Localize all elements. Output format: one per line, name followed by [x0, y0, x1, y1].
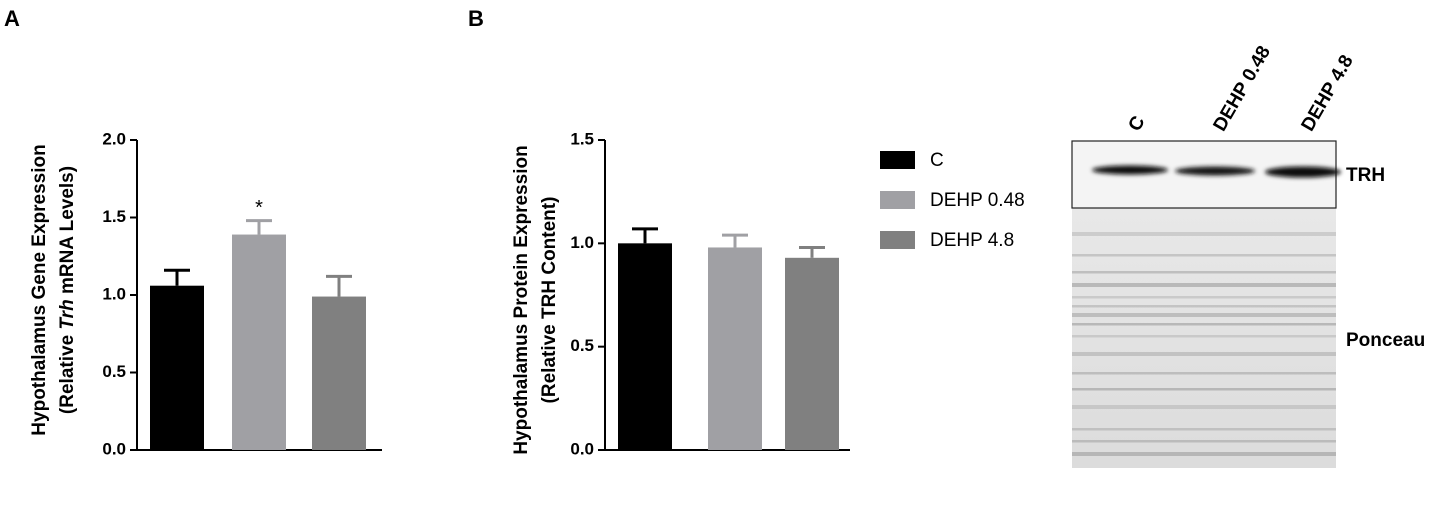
legend-swatch	[880, 231, 915, 249]
ponceau-band	[1072, 440, 1336, 443]
y-tick-label: 1.5	[570, 129, 594, 148]
y-tick-label: 1.0	[102, 284, 126, 303]
lane-label: DEHP 0.48	[1209, 42, 1275, 135]
ponceau-band	[1072, 296, 1336, 299]
y-axis-label: (Relative TRH Content)	[539, 197, 560, 404]
legend-label: DEHP 4.8	[930, 230, 1014, 251]
bar	[708, 247, 762, 450]
ponceau-band	[1072, 335, 1336, 338]
legend-swatch	[880, 191, 915, 209]
ponceau-band	[1072, 323, 1336, 326]
ponceau-bands	[1072, 232, 1336, 456]
y-tick-label: 0.0	[102, 439, 126, 458]
y-tick-label: 1.5	[102, 207, 126, 226]
legend-label: DEHP 0.48	[930, 190, 1025, 211]
y-tick-label: 2.0	[102, 129, 126, 148]
blot-band	[1265, 166, 1341, 178]
y-tick-label: 0.0	[570, 439, 594, 458]
blot-band	[1092, 165, 1168, 175]
ponceau-band	[1072, 305, 1336, 308]
y-tick-label: 0.5	[570, 336, 594, 355]
error-bar	[799, 245, 825, 258]
ponceau-band	[1072, 271, 1336, 274]
error-bar	[722, 233, 748, 248]
ponceau-band	[1072, 405, 1336, 409]
ponceau-membrane	[1072, 208, 1336, 468]
y-axis-label: Hypothalamus Gene Expression	[29, 144, 50, 435]
ponceau-band	[1072, 283, 1336, 287]
lane-label: C	[1124, 112, 1149, 135]
error-bar	[632, 227, 658, 244]
panel-label: A	[4, 6, 20, 31]
bar	[785, 257, 839, 450]
western-blot	[1071, 140, 1341, 468]
ponceau-band	[1072, 254, 1336, 257]
y-axis-label-part: (Relative TRH Content)	[539, 197, 560, 404]
ponceau-band	[1072, 232, 1336, 236]
ponceau-band	[1072, 313, 1336, 317]
legend-swatch	[880, 151, 915, 169]
significance-marker: *	[255, 197, 263, 219]
ponceau-band	[1072, 452, 1336, 456]
ponceau-band	[1072, 352, 1336, 356]
lane-label: DEHP 4.8	[1297, 52, 1357, 135]
error-bar	[246, 219, 272, 235]
y-axis-label: Hypothalamus Protein Expression	[511, 145, 532, 454]
blot-band	[1175, 166, 1255, 176]
bar	[312, 296, 366, 450]
ponceau-band	[1072, 388, 1336, 391]
bar	[618, 243, 672, 450]
y-axis-label-part: Trh	[57, 299, 78, 329]
error-bar	[164, 268, 190, 286]
bar	[150, 285, 204, 450]
blot-label: Ponceau	[1346, 330, 1425, 351]
bar	[232, 234, 286, 450]
legend-label: C	[930, 150, 944, 171]
error-bar	[326, 274, 352, 297]
blot-label: TRH	[1346, 165, 1385, 186]
y-tick-label: 0.5	[102, 362, 126, 381]
y-axis-label-part: (Relative	[57, 330, 78, 414]
panel-label: B	[468, 6, 484, 31]
ponceau-band	[1072, 372, 1336, 375]
y-axis-label-part: mRNA Levels)	[57, 166, 78, 299]
y-tick-label: 1.0	[570, 233, 594, 252]
ponceau-band	[1072, 428, 1336, 431]
y-axis-label: (Relative Trh mRNA Levels)	[57, 166, 78, 414]
